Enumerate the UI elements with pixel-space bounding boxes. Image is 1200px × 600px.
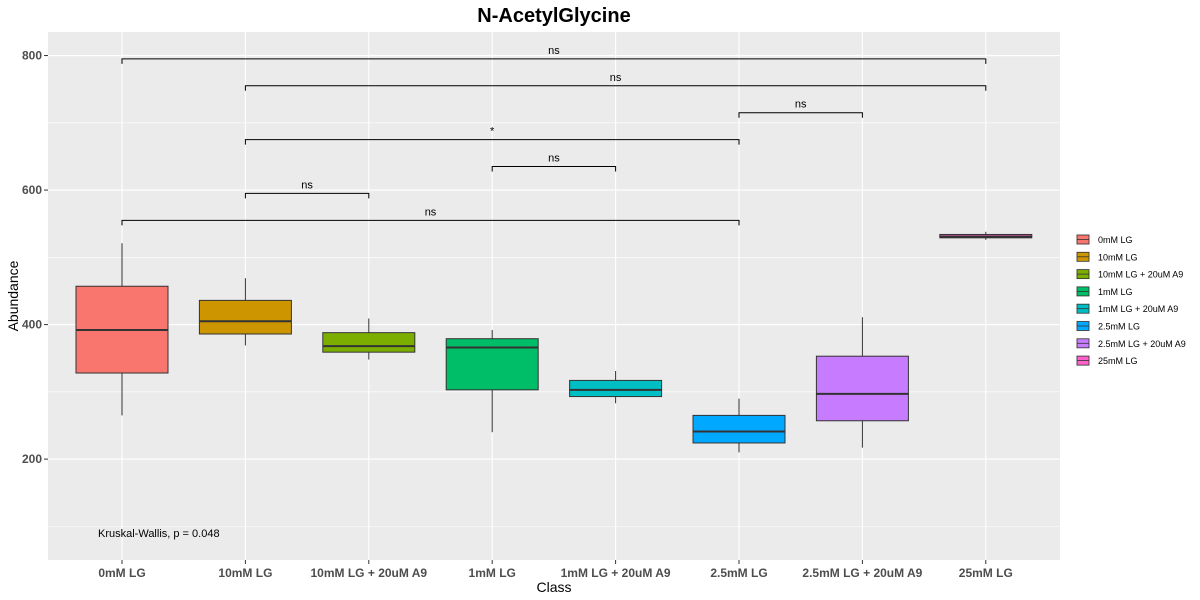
legend-entry: 25mM LG (1076, 355, 1138, 367)
x-tick-label: 0mM LG (98, 566, 145, 580)
bracket-line (121, 58, 987, 64)
legend-label: 2.5mM LG + 20uM A9 (1098, 339, 1186, 349)
legend-label: 10mM LG (1098, 252, 1138, 262)
box-body (322, 332, 416, 353)
box-0 (75, 243, 169, 416)
legend-entry: 1mM LG + 20uM A9 (1076, 303, 1178, 315)
y-tick-label: 400 (22, 318, 42, 332)
legend-label: 2.5mM LG (1098, 322, 1140, 332)
significance-label: * (490, 126, 495, 138)
x-tick-label: 1mM LG (469, 566, 516, 580)
x-axis-title: Class (536, 579, 571, 595)
box-3 (445, 329, 539, 433)
box-body (692, 414, 786, 444)
legend: 0mM LG 10mM LG 10mM LG + 20uM A9 1mM LG 1mM … (1076, 234, 1186, 367)
x-tick-label: 2.5mM LG (710, 566, 767, 580)
legend-label: 1mM LG (1098, 287, 1133, 297)
legend-entry: 2.5mM LG + 20uM A9 (1076, 337, 1186, 349)
x-tick-label: 10mM LG + 20uM A9 (311, 566, 428, 580)
boxes (75, 231, 1033, 453)
box-body (445, 338, 539, 391)
comparison-brackets: ns ns ns * ns ns ns (121, 45, 987, 226)
test-annotation: Kruskal-Wallis, p = 0.048 (98, 528, 220, 540)
box-2 (322, 318, 416, 360)
bracket-line (738, 112, 863, 118)
chart-title: N-AcetylGlycine (477, 5, 630, 27)
box-5 (692, 398, 786, 453)
x-tick-label: 10mM LG (218, 566, 272, 580)
plot-panel (48, 32, 1060, 560)
box-body (198, 299, 292, 335)
legend-entry: 10mM LG + 20uM A9 (1076, 268, 1183, 280)
x-axis-ticks: 0mM LG 10mM LG 10mM LG + 20uM A9 1mM LG 1mM … (98, 560, 1013, 580)
box-body (815, 355, 909, 422)
x-tick-label: 2.5mM LG + 20uM A9 (802, 566, 922, 580)
comparison-bracket: ns (244, 179, 370, 199)
comparison-bracket: ns (491, 153, 617, 172)
legend-label: 10mM LG + 20uM A9 (1098, 270, 1183, 280)
legend-entry: 2.5mM LG (1076, 320, 1140, 332)
legend-entry: 10mM LG (1076, 251, 1138, 263)
bracket-line (121, 219, 740, 226)
significance-label: ns (548, 45, 560, 57)
grid-lines (48, 32, 1060, 560)
bracket-line (244, 139, 740, 145)
legend-label: 0mM LG (1098, 235, 1133, 245)
y-tick-label: 800 (22, 49, 42, 63)
legend-entry: 0mM LG (1076, 234, 1133, 245)
box-4 (569, 370, 663, 404)
comparison-bracket: * (244, 126, 740, 145)
significance-label: ns (548, 153, 560, 165)
significance-label: ns (795, 99, 807, 111)
significance-label: ns (301, 179, 313, 191)
box-body (569, 379, 663, 398)
significance-label: ns (610, 72, 622, 84)
comparison-bracket: ns (121, 206, 740, 226)
legend-label: 25mM LG (1098, 356, 1138, 366)
box-1 (198, 278, 292, 346)
legend-label: 1mM LG + 20uM A9 (1098, 304, 1178, 314)
box-6 (815, 317, 909, 448)
legend-entry: 1mM LG (1076, 285, 1133, 297)
bracket-line (244, 192, 370, 199)
comparison-bracket: ns (244, 72, 987, 91)
y-tick-label: 600 (22, 183, 42, 197)
comparison-bracket: ns (738, 99, 863, 118)
y-axis-title: Abundance (5, 260, 21, 331)
comparison-bracket: ns (121, 45, 987, 64)
box-7 (939, 231, 1033, 240)
significance-label: ns (425, 206, 437, 218)
x-tick-label: 1mM LG + 20uM A9 (561, 566, 671, 580)
x-tick-label: 25mM LG (959, 566, 1013, 580)
y-axis-ticks: 200 400 600 800 (22, 49, 48, 466)
y-tick-label: 200 (22, 452, 42, 466)
bracket-line (244, 85, 987, 91)
bracket-line (491, 166, 617, 172)
